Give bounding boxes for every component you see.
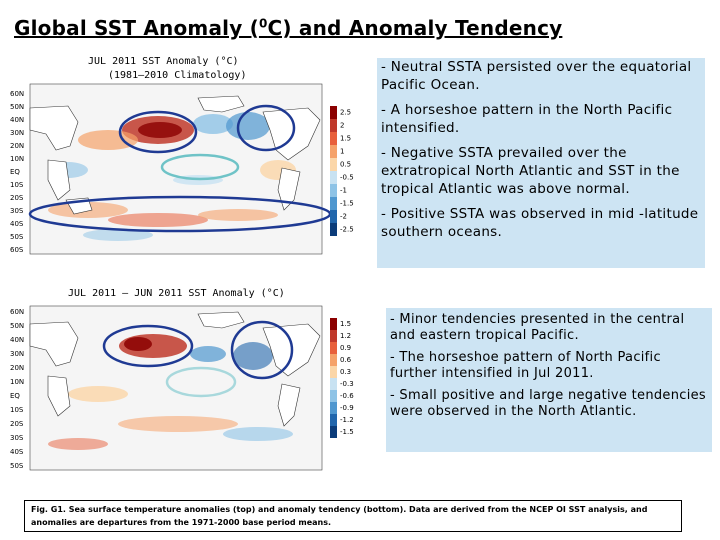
lat-label: 10S bbox=[10, 181, 24, 189]
lat-label: 40N bbox=[10, 116, 24, 124]
lat-label: 30N bbox=[10, 350, 24, 358]
sst-tendency-map-graphic: JUL 2011 – JUN 2011 SST Anomaly (°C) 60N… bbox=[10, 288, 354, 471]
bottom-note-2: - The horseshoe pattern of North Pacific… bbox=[390, 350, 661, 381]
bottom-notes-panel: - Minor tendencies presented in the cent… bbox=[386, 308, 712, 452]
colorbar-segment bbox=[330, 330, 337, 342]
map-top-subtitle: (1981–2010 Climatology) bbox=[108, 70, 246, 81]
colorbar-label: -1.5 bbox=[340, 200, 354, 208]
colorbar-label: 0.9 bbox=[340, 344, 351, 352]
sst-anomaly-map: JUL 2011 SST Anomaly (°C) (1981–2010 Cli… bbox=[8, 50, 370, 260]
colorbar-label: -0.3 bbox=[340, 380, 354, 388]
lat-label: 30S bbox=[10, 434, 24, 442]
colorbar-label: -2 bbox=[340, 213, 347, 221]
top-note-2: - A horseshoe pattern in the North Pacif… bbox=[381, 102, 673, 136]
map-bottom-lat-labels: 60N 50N 40N 30N 20N 10N EQ 10S 20S 30S 40S 50S bbox=[10, 308, 24, 470]
colorbar-label: -0.5 bbox=[340, 174, 354, 182]
figure-caption: Fig. G1. Sea surface temperature anomali… bbox=[24, 500, 682, 532]
map-bottom-colorbar: 1.5 1.2 0.9 0.6 0.3 -0.3 -0.6 -0.9 -1.2 -1.5 bbox=[330, 318, 354, 438]
bottom-note-1: - Minor tendencies presented in the cent… bbox=[390, 312, 685, 343]
map-top-lat-labels: 60N 50N 40N 30N 20N 10N EQ 10S 20S 30S 40S 50S 60S bbox=[10, 90, 24, 254]
colorbar-label: 0.6 bbox=[340, 356, 352, 364]
lat-label: 20N bbox=[10, 142, 24, 150]
lat-label: EQ bbox=[10, 168, 20, 176]
colorbar-segment bbox=[330, 171, 337, 184]
colorbar-label: 1.5 bbox=[340, 320, 351, 328]
colorbar-label: -1.2 bbox=[340, 416, 354, 424]
colorbar-label: 2.5 bbox=[340, 109, 351, 117]
sst-tendency-map: JUL 2011 – JUN 2011 SST Anomaly (°C) 60N… bbox=[8, 284, 370, 474]
map-top-title: JUL 2011 SST Anomaly (°C) bbox=[88, 56, 239, 67]
colorbar-segment bbox=[330, 158, 337, 171]
lat-label: 50N bbox=[10, 103, 24, 111]
colorbar-segment bbox=[330, 402, 337, 414]
colorbar-segment bbox=[330, 145, 337, 158]
lat-label: 40S bbox=[10, 448, 24, 456]
lat-label: 30S bbox=[10, 207, 24, 215]
highlight-circles bbox=[28, 104, 332, 233]
colorbar-label: 1.2 bbox=[340, 332, 351, 340]
colorbar-segment bbox=[330, 197, 337, 210]
highlight-circles bbox=[102, 320, 294, 398]
colorbar-label: 1 bbox=[340, 148, 344, 156]
land-outlines bbox=[29, 311, 321, 427]
colorbar-segment bbox=[330, 378, 337, 390]
colorbar-segment bbox=[330, 366, 337, 378]
lat-label: 20S bbox=[10, 420, 24, 428]
lat-label: 50S bbox=[10, 462, 24, 470]
colorbar-label: 1.5 bbox=[340, 135, 351, 143]
top-notes-panel: - Neutral SSTA persisted over the equato… bbox=[377, 58, 705, 268]
lat-label: 10S bbox=[10, 406, 24, 414]
colorbar-segment bbox=[330, 354, 337, 366]
colorbar-label: -1.5 bbox=[340, 428, 354, 436]
colorbar-label: -0.9 bbox=[340, 404, 354, 412]
colorbar-segment bbox=[330, 390, 337, 402]
lat-label: 40S bbox=[10, 220, 24, 228]
colorbar-segment bbox=[330, 223, 337, 236]
colorbar-segment bbox=[330, 342, 337, 354]
colorbar-segment bbox=[330, 318, 337, 330]
colorbar-label: 0.5 bbox=[340, 161, 351, 169]
bottom-note-3: - Small positive and large negative tend… bbox=[390, 388, 706, 419]
map-bottom-title: JUL 2011 – JUN 2011 SST Anomaly (°C) bbox=[68, 288, 285, 299]
lat-label: 50S bbox=[10, 233, 24, 241]
lat-label: 20N bbox=[10, 364, 24, 372]
sst-anomaly-map-graphic: JUL 2011 SST Anomaly (°C) (1981–2010 Cli… bbox=[10, 56, 354, 255]
lat-label: 60S bbox=[10, 246, 24, 254]
lat-label: 60N bbox=[10, 308, 24, 316]
colorbar-label: -2.5 bbox=[340, 226, 354, 234]
colorbar-segment bbox=[330, 426, 337, 438]
colorbar-segment bbox=[330, 132, 337, 145]
anomaly-patches bbox=[48, 112, 296, 241]
lat-label: 10N bbox=[10, 155, 24, 163]
colorbar-segment bbox=[330, 184, 337, 197]
lat-label: 60N bbox=[10, 90, 24, 98]
map-top-colorbar: 2.5 2 1.5 1 0.5 -0.5 -1 -1.5 -2 -2.5 bbox=[330, 106, 354, 236]
lat-label: 20S bbox=[10, 194, 24, 202]
lat-label: 10N bbox=[10, 378, 24, 386]
tendency-patches bbox=[48, 334, 293, 450]
colorbar-segment bbox=[330, 414, 337, 426]
slide-title: Global SST Anomaly (0C) and Anomaly Tend… bbox=[14, 16, 563, 40]
lat-label: EQ bbox=[10, 392, 20, 400]
top-note-1: - Neutral SSTA persisted over the equato… bbox=[381, 59, 692, 93]
colorbar-segment bbox=[330, 119, 337, 132]
top-note-4: - Positive SSTA was observed in mid -lat… bbox=[381, 206, 699, 240]
colorbar-label: 2 bbox=[340, 122, 344, 130]
colorbar-label: -1 bbox=[340, 187, 347, 195]
lat-label: 40N bbox=[10, 336, 24, 344]
lat-label: 50N bbox=[10, 322, 24, 330]
top-note-3: - Negative SSTA prevailed over the extra… bbox=[381, 145, 680, 197]
lat-label: 30N bbox=[10, 129, 24, 137]
colorbar-label: -0.6 bbox=[340, 392, 354, 400]
colorbar-label: 0.3 bbox=[340, 368, 351, 376]
colorbar-segment bbox=[330, 210, 337, 223]
colorbar-segment bbox=[330, 106, 337, 119]
